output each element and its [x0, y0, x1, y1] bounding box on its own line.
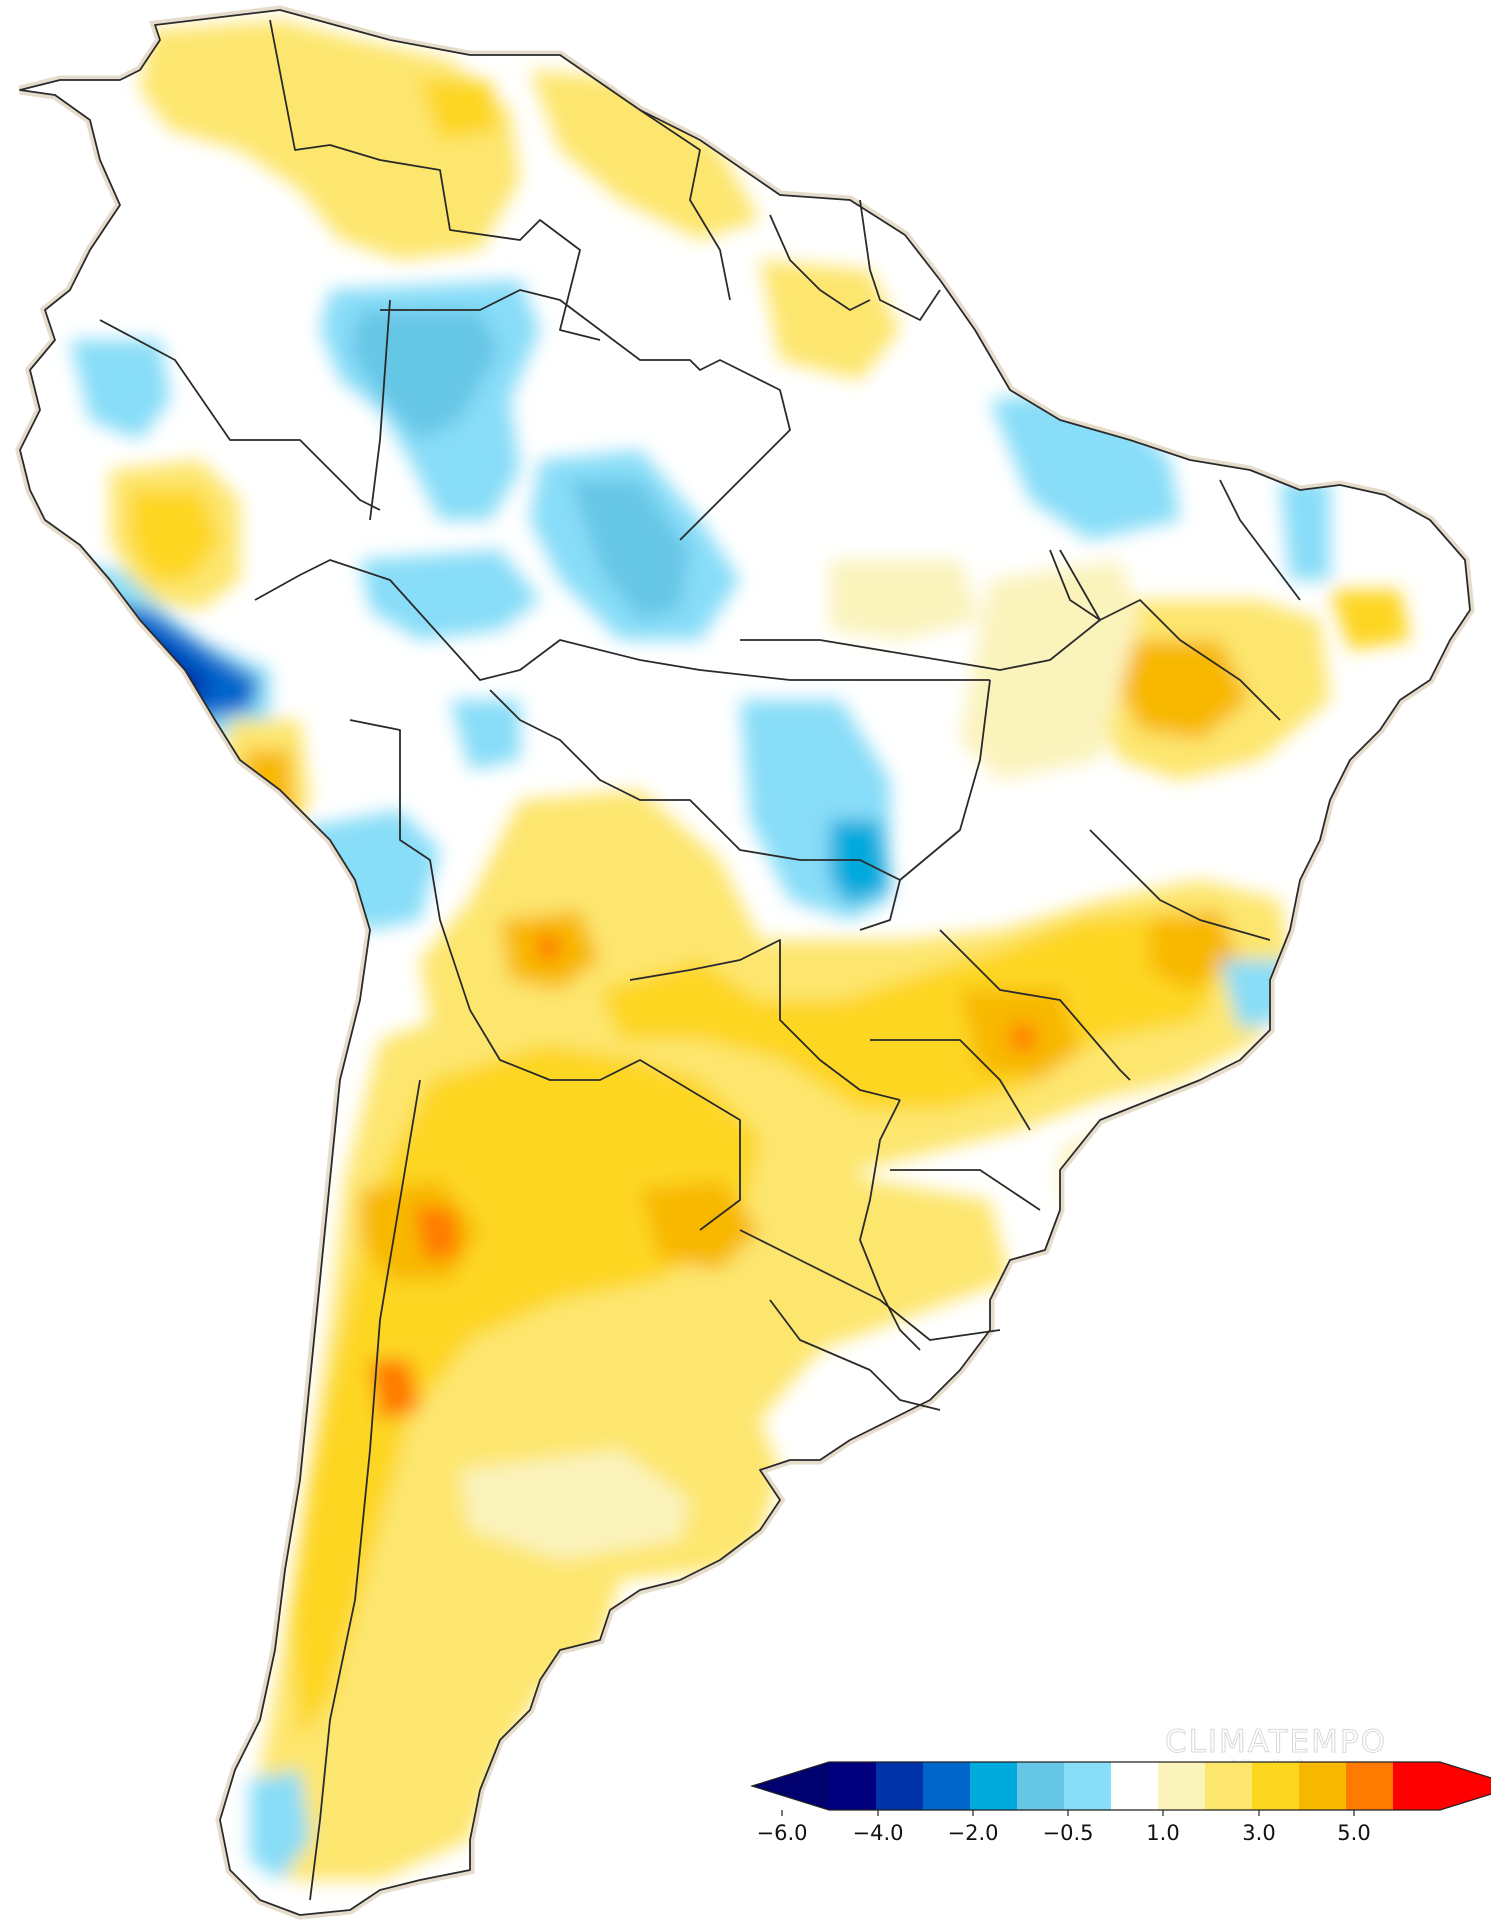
- field-soft-contours: [40, 20, 1410, 1880]
- border-peru-brazil-bolivia-north: [254, 559, 990, 681]
- colorbar-cell-13: [1393, 1762, 1441, 1810]
- colorbar-cell-6: [1064, 1762, 1112, 1810]
- border-venezuela-guyana: [639, 109, 731, 301]
- colorbar-tick-label: 5.0: [1337, 1821, 1370, 1845]
- state-line-northeast: [1049, 549, 1281, 721]
- border-colombia-brazil: [369, 299, 391, 521]
- anomaly-region-amazon-cool-center-core: [570, 480, 690, 620]
- anomaly-region-bolivia-peak: [535, 935, 560, 960]
- anomaly-region-minas-peak: [1010, 1025, 1035, 1050]
- anomaly-region-para-weak: [830, 560, 980, 640]
- borders: [19, 9, 1471, 1916]
- anomaly-region-peru-inland-warm: [220, 720, 310, 860]
- watermark-brand: CLIMATEMPO: [1165, 1724, 1387, 1760]
- border-guyana-suriname: [769, 214, 871, 311]
- colorbar-cell-7: [1111, 1762, 1159, 1810]
- colorbar-cell-4: [970, 1762, 1018, 1810]
- anomaly-region-ecuador-warm-core: [130, 490, 220, 580]
- colorbar-cell-1: [829, 1762, 877, 1810]
- border-bolivia-paraguay: [629, 939, 901, 1101]
- border-paraguay-brazil: [859, 1099, 921, 1351]
- anomaly-region-ceara-cool: [1280, 480, 1330, 580]
- border-venezuela-brazil: [380, 289, 791, 541]
- colorbar-cell-8: [1158, 1762, 1206, 1810]
- coastline: [19, 9, 1471, 1916]
- colorbar-cell-5: [1017, 1762, 1065, 1810]
- border-peru-bolivia: [349, 719, 471, 1011]
- anomaly-region-east-tip: [1330, 590, 1410, 650]
- border-argentina-brazil: [739, 1229, 1001, 1341]
- colorbar-tick-label: −6.0: [757, 1821, 808, 1845]
- anomaly-region-colombia-coast-cool: [70, 340, 170, 440]
- colorbar-tick-label: −0.5: [1043, 1821, 1094, 1845]
- colorbar-cell-3: [923, 1762, 971, 1810]
- colorbar-ticks: [781, 1810, 1355, 1816]
- colorbar: −6.0 −4.0 −2.0 −0.5 1.0 3.0 5.0: [749, 1761, 1491, 1845]
- anomaly-region-tocantins-weak: [960, 560, 1140, 780]
- anomaly-region-peru-inland-strong: [245, 750, 295, 840]
- state-line-parana: [890, 1169, 1041, 1211]
- anomaly-region-center-mid: [600, 910, 1230, 1110]
- anomaly-region-andes-peak: [415, 1205, 460, 1260]
- border-colombia-venezuela: [269, 19, 601, 341]
- colorbar-cell-11: [1299, 1762, 1347, 1810]
- colorbar-under-arrow: [752, 1762, 829, 1810]
- colorbar-tick-label: 1.0: [1146, 1821, 1179, 1845]
- state-line-ceara-piaui: [1219, 479, 1301, 601]
- colorbar-tick-label: 3.0: [1242, 1821, 1275, 1845]
- colorbar-cell-10: [1252, 1762, 1300, 1810]
- border-suriname-guiana: [859, 199, 941, 321]
- border-argentina-uruguay: [769, 1299, 941, 1411]
- colorbar-cell-2: [876, 1762, 924, 1810]
- colorbar-over-arrow: [1440, 1762, 1491, 1810]
- state-line-sao-paulo: [870, 1039, 1031, 1131]
- border-chile-argentina: [309, 1079, 421, 1901]
- anomaly-region-patagonia-cool: [250, 1770, 310, 1880]
- colorbar-labels: −6.0 −4.0 −2.0 −0.5 1.0 3.0 5.0: [757, 1821, 1371, 1845]
- state-line-bahia-minas: [1089, 829, 1271, 941]
- anomaly-region-espirito: [1150, 910, 1240, 990]
- colorbar-tick-label: −2.0: [948, 1821, 999, 1845]
- anomaly-region-acre-cool: [360, 550, 540, 640]
- state-line-mato-grosso-goias: [899, 679, 991, 881]
- colorbar-cell-12: [1346, 1762, 1394, 1810]
- anomaly-region-mato-cool-core: [830, 820, 890, 905]
- border-colombia-ecuador-peru: [99, 319, 381, 511]
- colorbar-cells: [829, 1762, 1441, 1810]
- anomaly-region-guianas-west: [530, 70, 760, 240]
- border-bolivia-argentina-paraguay: [469, 1009, 741, 1231]
- anomaly-region-chaco: [640, 1180, 760, 1270]
- anomaly-region-peru-inland-peak: [262, 795, 275, 815]
- colorbar-cell-9: [1205, 1762, 1253, 1810]
- anomaly-region-cuyo-peak: [370, 1360, 420, 1420]
- colorbar-tick-label: −4.0: [853, 1821, 904, 1845]
- anomaly-region-center-light: [420, 790, 1290, 1170]
- colorbar-outline: [749, 1761, 1491, 1811]
- anomaly-region-venezuela-core: [420, 80, 500, 140]
- state-line-goias-minas: [939, 929, 1131, 1081]
- anomaly-region-rondonia-cool: [450, 700, 520, 770]
- anomaly-region-guianas-east: [760, 260, 900, 380]
- state-line-amazonas-para: [740, 549, 1101, 671]
- anomaly-region-peru-coast-core: [110, 640, 150, 680]
- anomaly-region-pampa-weak: [460, 1450, 690, 1560]
